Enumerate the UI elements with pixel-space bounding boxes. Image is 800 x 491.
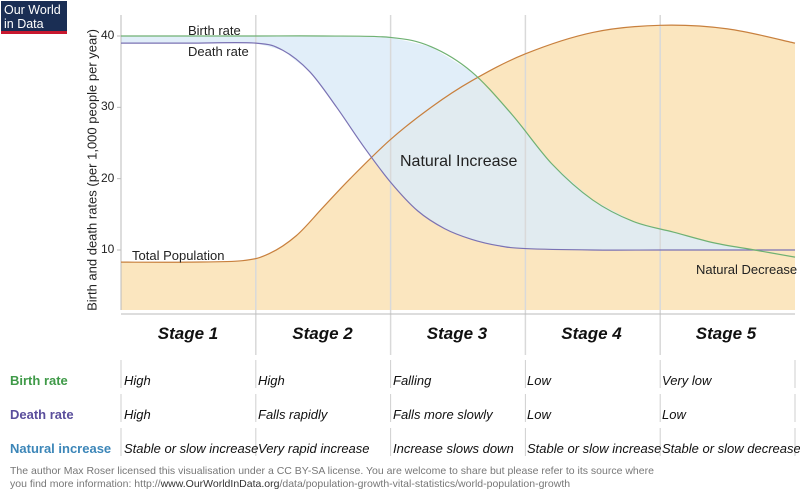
cell-death-stage-5: Low bbox=[662, 407, 686, 422]
stage-3-header: Stage 3 bbox=[426, 324, 488, 343]
total-population-label: Total Population bbox=[132, 248, 225, 263]
cell-death-stage-4: Low bbox=[527, 407, 551, 422]
y-tick-label: 20 bbox=[101, 170, 115, 185]
footer-link-path[interactable]: /data/population-growth-vital-statistics… bbox=[279, 478, 571, 490]
cell-death-stage-3: Falls more slowly bbox=[393, 407, 493, 422]
cell-natural-stage-4: Stable or slow increase bbox=[527, 441, 662, 456]
stage-1-header: Stage 1 bbox=[157, 324, 219, 343]
death-rate-line bbox=[120, 42, 795, 251]
cell-natural-stage-1: Stable or slow increase bbox=[124, 441, 259, 456]
logo-accent-bar bbox=[1, 31, 67, 34]
cell-birth-stage-5: Very low bbox=[662, 373, 712, 388]
owid-logo[interactable]: Our World in Data bbox=[1, 1, 67, 34]
cell-birth-stage-4: Low bbox=[527, 373, 551, 388]
death-rate-line-label: Death rate bbox=[188, 44, 249, 59]
cell-natural-stage-2: Very rapid increase bbox=[258, 441, 370, 456]
total-population-line bbox=[120, 24, 796, 263]
y-tick-label: 30 bbox=[101, 99, 115, 114]
logo-line-2: in Data bbox=[4, 17, 44, 31]
row-label-death-rate: Death rate bbox=[10, 407, 74, 422]
stage-2-header: Stage 2 bbox=[292, 324, 353, 343]
cell-natural-stage-5: Stable or slow decrease bbox=[662, 441, 800, 456]
row-label-birth-rate: Birth rate bbox=[10, 373, 68, 388]
cell-birth-stage-3: Falling bbox=[393, 373, 432, 388]
stage-5-header: Stage 5 bbox=[695, 324, 757, 343]
cell-death-stage-2: Falls rapidly bbox=[258, 407, 328, 422]
y-axis-label: Birth and death rates (per 1,000 people … bbox=[84, 29, 100, 311]
birth-rate-line bbox=[121, 35, 796, 258]
cell-birth-stage-2: High bbox=[258, 373, 285, 388]
footer-text: The author Max Roser licensed this visua… bbox=[10, 465, 654, 490]
cell-death-stage-1: High bbox=[124, 407, 151, 422]
y-tick-label: 40 bbox=[101, 28, 115, 42]
logo-line-1: Our World bbox=[4, 3, 61, 17]
birth-rate-line-label: Birth rate bbox=[188, 23, 241, 38]
y-tick-label: 10 bbox=[101, 242, 115, 256]
cell-natural-stage-3: Increase slows down bbox=[393, 441, 514, 456]
footer-link-domain[interactable]: www.OurWorldInData.org bbox=[160, 478, 280, 490]
stage-4-header: Stage 4 bbox=[561, 324, 622, 343]
row-label-natural-increase: Natural increase bbox=[10, 441, 112, 456]
natural-decrease-label: Natural Decrease bbox=[696, 262, 798, 277]
cell-birth-stage-1: High bbox=[124, 373, 151, 388]
natural-increase-area bbox=[121, 36, 795, 250]
natural-increase-label: Natural Increase bbox=[400, 153, 518, 170]
license-footer: The author Max Roser licensed this visua… bbox=[10, 465, 670, 491]
